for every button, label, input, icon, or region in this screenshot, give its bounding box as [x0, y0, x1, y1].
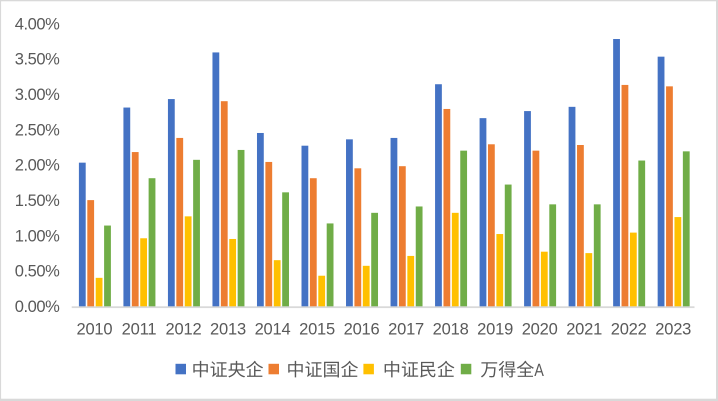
- svg-text:2018: 2018: [433, 321, 469, 339]
- svg-text:3.50%: 3.50%: [15, 51, 60, 69]
- svg-text:2011: 2011: [122, 321, 157, 339]
- svg-text:2013: 2013: [210, 321, 246, 339]
- svg-text:3.00%: 3.00%: [15, 86, 60, 104]
- svg-text:2019: 2019: [477, 321, 513, 339]
- svg-text:2014: 2014: [255, 321, 291, 339]
- svg-text:2010: 2010: [76, 321, 112, 339]
- svg-text:2020: 2020: [522, 321, 558, 339]
- svg-text:0.50%: 0.50%: [15, 263, 60, 281]
- svg-text:4.00%: 4.00%: [15, 15, 60, 33]
- svg-text:2016: 2016: [344, 321, 380, 339]
- svg-text:2017: 2017: [388, 321, 424, 339]
- svg-text:2021: 2021: [566, 321, 602, 339]
- svg-text:2.50%: 2.50%: [15, 121, 60, 139]
- svg-text:0.00%: 0.00%: [15, 298, 60, 316]
- svg-text:2023: 2023: [655, 321, 691, 339]
- svg-text:2012: 2012: [166, 321, 202, 339]
- svg-text:2.00%: 2.00%: [15, 157, 60, 175]
- svg-text:1.00%: 1.00%: [15, 227, 60, 245]
- svg-text:2022: 2022: [611, 321, 647, 339]
- svg-text:2015: 2015: [299, 321, 335, 339]
- svg-text:1.50%: 1.50%: [15, 192, 60, 210]
